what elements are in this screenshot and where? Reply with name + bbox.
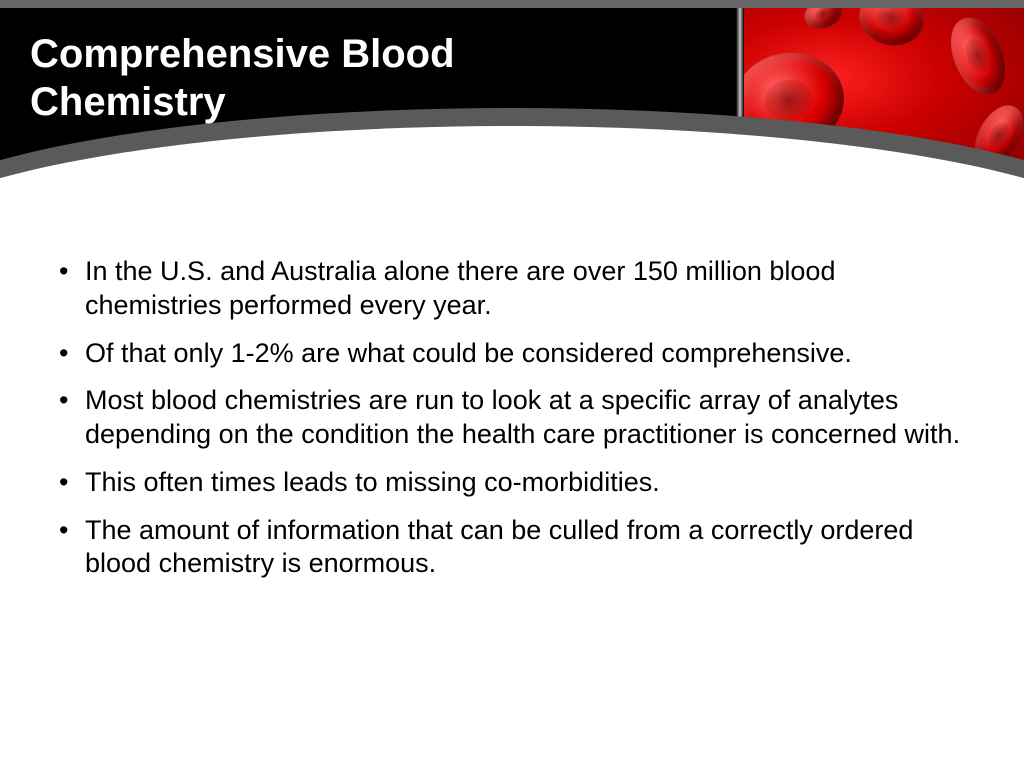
bullet-item: The amount of information that can be cu… [55, 514, 974, 582]
bullet-item: Of that only 1-2% are what could be cons… [55, 337, 974, 371]
bullet-item: In the U.S. and Australia alone there ar… [55, 255, 974, 323]
slide-body: In the U.S. and Australia alone there ar… [55, 255, 974, 595]
slide-header: Comprehensive Blood Chemistry [0, 8, 1024, 218]
top-accent-bar [0, 0, 1024, 8]
bullet-item: This often times leads to missing co-mor… [55, 466, 974, 500]
bullet-list: In the U.S. and Australia alone there ar… [55, 255, 974, 581]
bullet-item: Most blood chemistries are run to look a… [55, 384, 974, 452]
